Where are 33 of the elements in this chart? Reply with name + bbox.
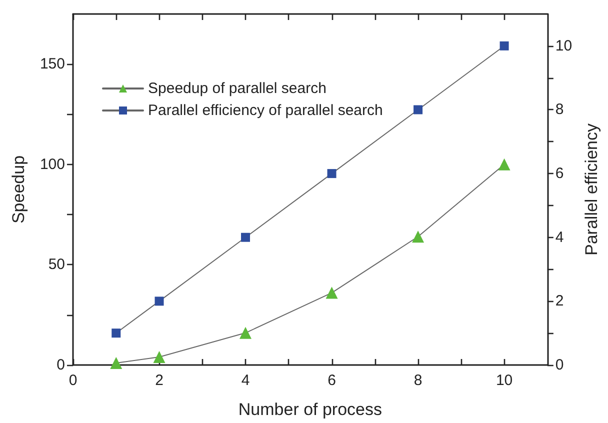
point (326, 286, 338, 299)
y2-tick-label: 8 (555, 101, 564, 118)
point (154, 296, 164, 306)
point (498, 158, 510, 170)
y2-tick-label: 6 (555, 165, 564, 182)
point (327, 169, 336, 178)
point (153, 350, 166, 363)
point (110, 356, 122, 369)
y-tick-label: 0 (56, 356, 65, 374)
point (412, 230, 424, 243)
x-tick-label: 6 (328, 372, 336, 389)
y2-axis-title: Parallel efficiency (582, 123, 601, 256)
point (241, 232, 250, 242)
x-tick-label: 8 (414, 372, 422, 389)
point (500, 41, 509, 50)
y2-tick-label: 0 (555, 356, 564, 374)
y-tick-label: 50 (48, 256, 65, 274)
point (240, 326, 252, 339)
y2-tick-label: 10 (555, 37, 572, 54)
x-tick-label: 10 (496, 372, 513, 389)
legend-label: Speedup of parallel search (148, 80, 326, 97)
y-tick-label: 150 (40, 56, 65, 73)
y2-tick-label: 2 (555, 292, 564, 310)
x-axis-title: Number of process (238, 400, 382, 419)
x-tick-label: 4 (241, 372, 250, 389)
point (112, 328, 121, 338)
legend-label: Parallel efficiency of parallel search (148, 102, 383, 119)
y-axis-title: Speedup (9, 155, 28, 224)
y2-tick-label: 4 (555, 228, 564, 246)
x-tick-label: 2 (155, 372, 164, 389)
y-tick-label: 100 (40, 156, 65, 173)
x-tick-label: 0 (68, 372, 78, 389)
point (414, 105, 423, 114)
